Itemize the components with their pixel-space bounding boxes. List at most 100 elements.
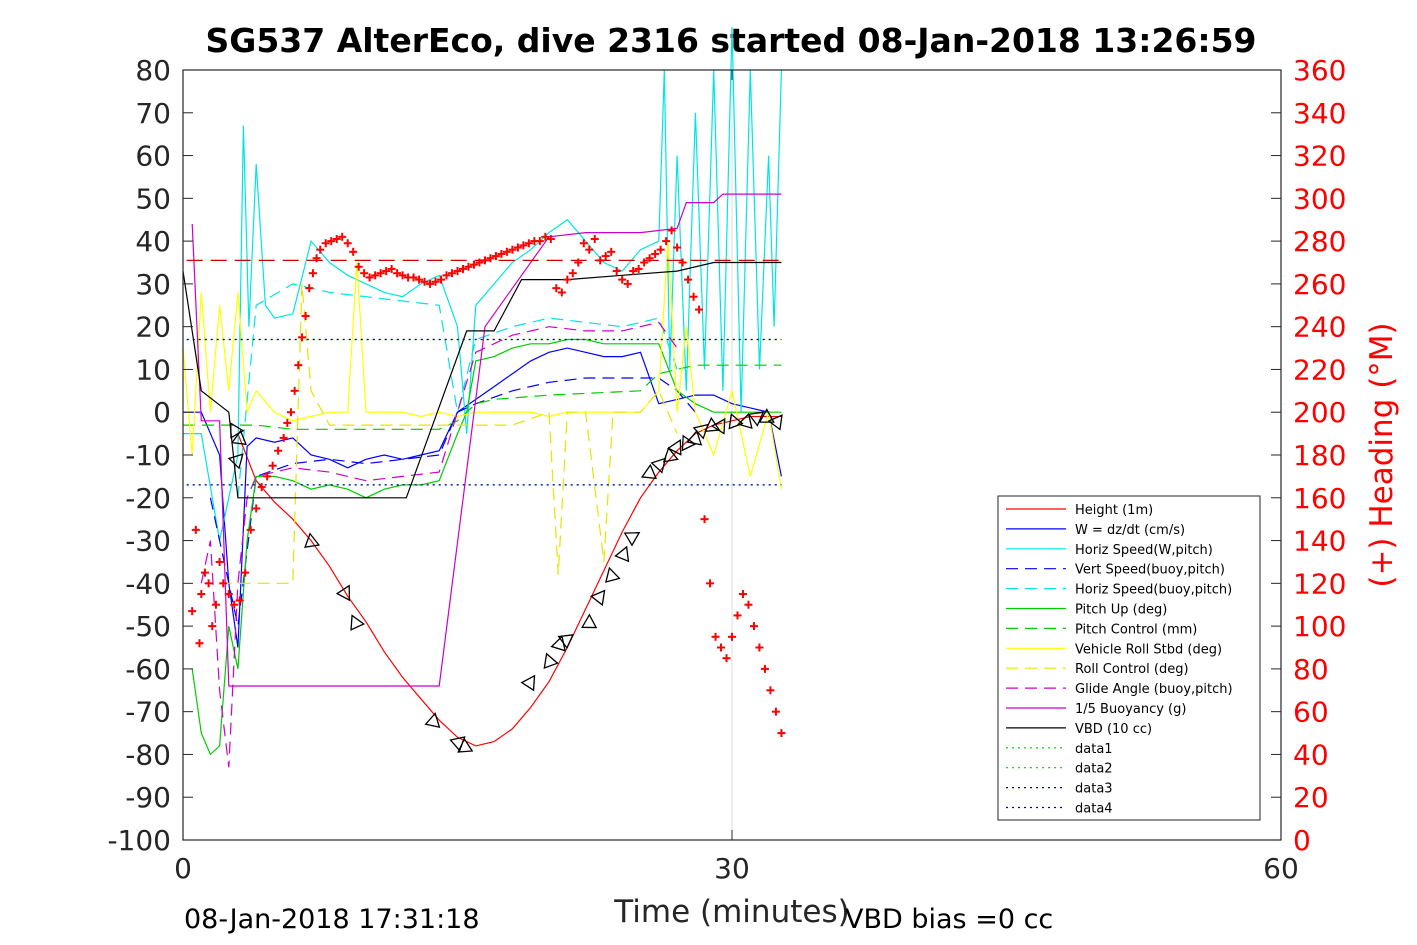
heading-point: [502, 247, 511, 256]
series-layer: [182, 27, 782, 768]
heading-point: [431, 277, 440, 286]
heading-point: [349, 247, 358, 256]
heading-point: [415, 275, 424, 284]
heading-point: [211, 600, 220, 609]
heading-point: [706, 579, 715, 588]
y-left-tick-label: -100: [107, 824, 171, 857]
heading-point: [382, 267, 391, 276]
dive-marker: [335, 584, 351, 602]
legend-label: data3: [1075, 782, 1113, 797]
legend-item-1-5-buoyancy-g: 1/5 Buoyancy (g): [1006, 702, 1186, 717]
heading-point: [700, 515, 709, 524]
legend-label: Roll Control (deg): [1075, 662, 1189, 677]
heading-point: [552, 284, 561, 293]
y-left-tick-label: -10: [125, 439, 171, 472]
heading-point: [541, 232, 550, 241]
dive-marker: [737, 412, 753, 430]
y-left-tick-label: -40: [125, 567, 171, 600]
heading-point: [365, 273, 374, 282]
dive-marker: [662, 446, 679, 463]
heading-point: [200, 568, 209, 577]
heading-point: [513, 243, 522, 252]
legend-label: Horiz Speed(buoy,pitch): [1075, 583, 1232, 598]
heading-point: [338, 232, 347, 241]
heading-point: [376, 269, 385, 278]
y-left-tick-label: -90: [125, 781, 171, 814]
legend-label: Vert Speed(buoy,pitch): [1075, 563, 1225, 578]
dive-marker: [520, 674, 536, 692]
heading-point: [777, 729, 786, 738]
heading-point: [219, 579, 228, 588]
heading-point: [607, 247, 616, 256]
heading-point: [717, 643, 726, 652]
dive-marker: [747, 411, 765, 427]
heading-point: [689, 292, 698, 301]
legend-item-vbd-10-cc: VBD (10 cc): [1006, 722, 1152, 737]
y-left-tick-label: 40: [135, 225, 171, 258]
x-tick-label: 30: [714, 852, 750, 885]
legend-label: data4: [1075, 802, 1113, 817]
legend-item-data3: data3: [1006, 782, 1113, 797]
legend-label: Pitch Control (mm): [1075, 622, 1197, 637]
legend-label: Vehicle Roll Stbd (deg): [1075, 642, 1222, 657]
dive-marker: [304, 532, 321, 548]
heading-point: [519, 241, 528, 250]
heading-point: [286, 408, 295, 417]
heading-point: [257, 483, 266, 492]
dive-marker: [614, 545, 630, 563]
y-left-tick-label: -70: [125, 696, 171, 729]
legend-item-vehicle-roll-stbd-deg: Vehicle Roll Stbd (deg): [1006, 642, 1222, 657]
heading-point: [241, 568, 250, 577]
dive-marker: [710, 417, 726, 435]
y-left-tick-label: 60: [135, 140, 171, 173]
dive-marker: [767, 414, 783, 431]
heading-point: [590, 234, 599, 243]
heading-point: [188, 607, 197, 616]
heading-point: [601, 252, 610, 261]
heading-point: [612, 267, 621, 276]
legend-item-data4: data4: [1006, 802, 1113, 817]
heading-point: [191, 525, 200, 534]
heading-point: [695, 305, 704, 314]
y-left-tick-label: 10: [135, 353, 171, 386]
heading-point: [722, 654, 731, 663]
legend-label: Height (1m): [1075, 503, 1153, 518]
heading-point: [274, 446, 283, 455]
heading-point: [208, 622, 217, 631]
footer-vbd-bias: VBD bias =0 cc: [845, 904, 1053, 935]
dive-marker: [457, 737, 474, 753]
heading-point: [437, 275, 446, 284]
y-right-tick-label: 180: [1293, 439, 1346, 472]
series-line-height-1m: [237, 415, 782, 747]
heading-point: [766, 686, 775, 695]
heading-point: [252, 504, 261, 513]
legend-item-glide-angle-buoy-pitch: Glide Angle (buoy,pitch): [1006, 682, 1233, 697]
heading-point: [294, 361, 303, 370]
heading-point: [524, 239, 533, 248]
y-left-tick-label: -60: [125, 653, 171, 686]
series-line-pitch-control-mm: [183, 364, 782, 430]
heading-point: [290, 386, 299, 395]
heading-point: [673, 243, 682, 252]
series-line-horiz-speed-buoy-pitch: [237, 283, 678, 498]
y-right-tick-label: 100: [1293, 610, 1346, 643]
y-right-tick-label: 140: [1293, 525, 1346, 558]
heading-point: [332, 234, 341, 243]
legend-label: data1: [1075, 742, 1113, 757]
legend-item-pitch-control-mm: Pitch Control (mm): [1006, 622, 1197, 637]
heading-point: [475, 258, 484, 267]
dive-marker: [605, 566, 621, 583]
heading-point: [308, 269, 317, 278]
heading-point: [684, 275, 693, 284]
heading-point: [645, 254, 654, 263]
y-left-tick-label: -20: [125, 482, 171, 515]
y-left-tick-label: 0: [153, 396, 171, 429]
heading-point: [629, 267, 638, 276]
heading-point: [321, 239, 330, 248]
heading-point: [398, 271, 407, 280]
heading-point: [246, 525, 255, 534]
legend-label: VBD (10 cc): [1075, 722, 1152, 737]
y-axis-right-label: (+) Heading (°M): [1364, 322, 1400, 587]
heading-point: [371, 271, 380, 280]
